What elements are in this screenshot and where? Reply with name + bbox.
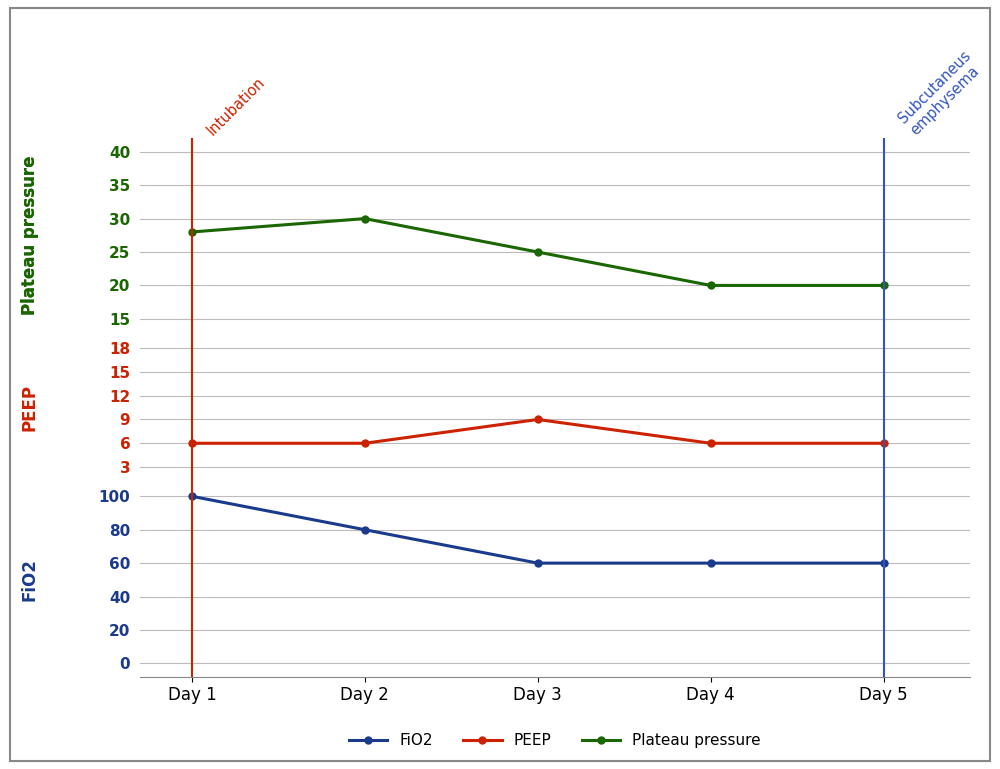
Text: Plateau pressure: Plateau pressure <box>21 155 39 315</box>
Text: PEEP: PEEP <box>21 384 39 431</box>
Text: Subcutaneus
emphysema: Subcutaneus emphysema <box>896 48 986 138</box>
Legend: FiO2, PEEP, Plateau pressure: FiO2, PEEP, Plateau pressure <box>343 727 767 754</box>
Text: Plateau pressure: Plateau pressure <box>21 155 39 315</box>
Text: FiO2: FiO2 <box>21 558 39 601</box>
Text: Intubation: Intubation <box>204 75 268 138</box>
